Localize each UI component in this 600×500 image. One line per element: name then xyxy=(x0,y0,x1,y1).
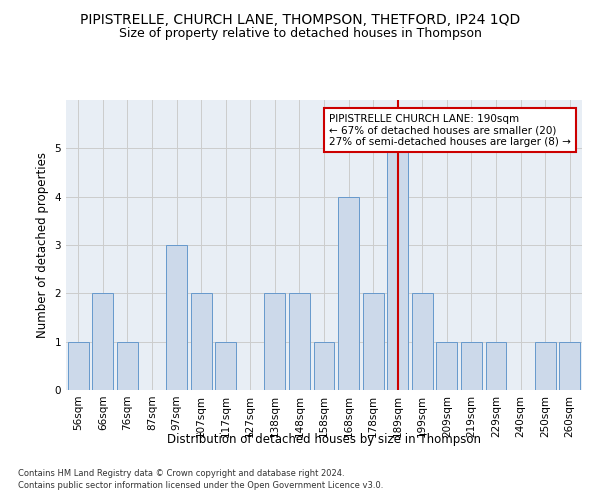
Bar xyxy=(387,148,408,390)
Y-axis label: Number of detached properties: Number of detached properties xyxy=(36,152,49,338)
Bar xyxy=(166,245,187,390)
Text: PIPISTRELLE, CHURCH LANE, THOMPSON, THETFORD, IP24 1QD: PIPISTRELLE, CHURCH LANE, THOMPSON, THET… xyxy=(80,12,520,26)
Bar xyxy=(559,342,580,390)
Bar xyxy=(265,294,286,390)
Bar xyxy=(535,342,556,390)
Text: Contains public sector information licensed under the Open Government Licence v3: Contains public sector information licen… xyxy=(18,481,383,490)
Bar xyxy=(68,342,89,390)
Bar xyxy=(338,196,359,390)
Bar xyxy=(191,294,212,390)
Text: Size of property relative to detached houses in Thompson: Size of property relative to detached ho… xyxy=(119,28,481,40)
Bar xyxy=(117,342,138,390)
Text: PIPISTRELLE CHURCH LANE: 190sqm
← 67% of detached houses are smaller (20)
27% of: PIPISTRELLE CHURCH LANE: 190sqm ← 67% of… xyxy=(329,114,571,146)
Bar xyxy=(215,342,236,390)
Text: Distribution of detached houses by size in Thompson: Distribution of detached houses by size … xyxy=(167,432,481,446)
Text: Contains HM Land Registry data © Crown copyright and database right 2024.: Contains HM Land Registry data © Crown c… xyxy=(18,468,344,477)
Bar xyxy=(412,294,433,390)
Bar xyxy=(461,342,482,390)
Bar xyxy=(314,342,334,390)
Bar xyxy=(485,342,506,390)
Bar xyxy=(289,294,310,390)
Bar xyxy=(362,294,383,390)
Bar xyxy=(92,294,113,390)
Bar xyxy=(436,342,457,390)
